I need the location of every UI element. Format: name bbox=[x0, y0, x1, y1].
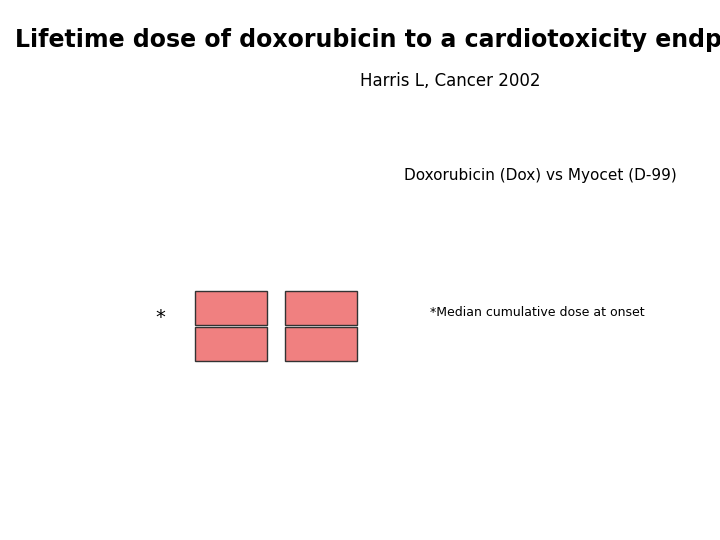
Bar bbox=[285, 291, 357, 325]
Text: Harris L, Cancer 2002: Harris L, Cancer 2002 bbox=[360, 72, 540, 90]
Text: *Median cumulative dose at onset: *Median cumulative dose at onset bbox=[430, 307, 644, 320]
Bar bbox=[285, 327, 357, 361]
Text: Lifetime dose of doxorubicin to a cardiotoxicity endpoint: Lifetime dose of doxorubicin to a cardio… bbox=[15, 28, 720, 52]
Bar bbox=[195, 291, 267, 325]
Text: *: * bbox=[155, 308, 165, 327]
Bar bbox=[195, 327, 267, 361]
Text: Doxorubicin (Dox) vs Myocet (D-99): Doxorubicin (Dox) vs Myocet (D-99) bbox=[404, 168, 676, 183]
